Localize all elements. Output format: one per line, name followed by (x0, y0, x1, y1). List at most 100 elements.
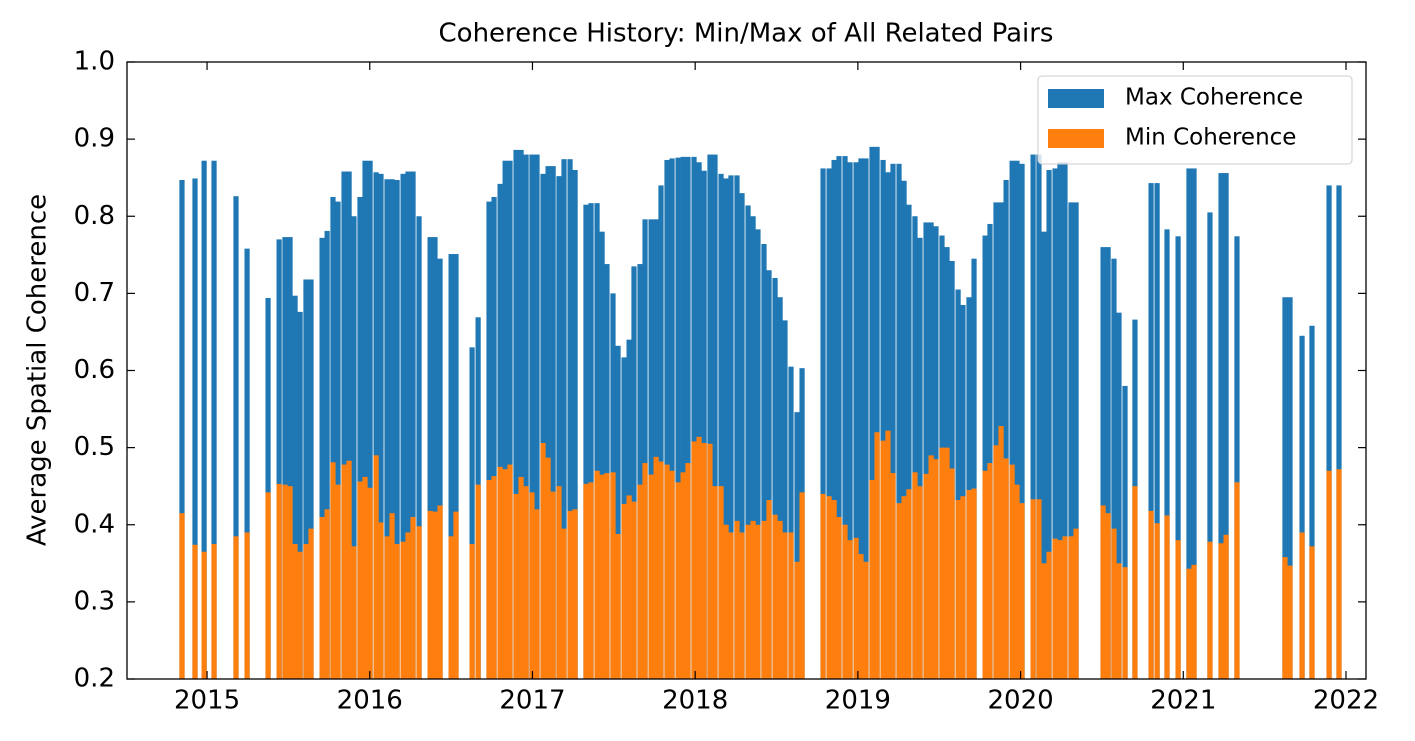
bar (982, 235, 988, 679)
bar (1234, 236, 1240, 680)
bar (782, 532, 788, 679)
bar (346, 171, 352, 679)
bar (653, 456, 659, 679)
bar (1164, 229, 1170, 679)
bar (1186, 568, 1192, 679)
bar (923, 473, 929, 679)
bar (1175, 540, 1181, 679)
bar (1299, 335, 1305, 679)
chart-title: Coherence History: Min/Max of All Relate… (439, 19, 1054, 49)
bar (658, 185, 664, 679)
bar (831, 159, 837, 680)
bar (507, 464, 513, 679)
y-axis-label: Average Spatial Coherence (23, 194, 53, 546)
bar (853, 537, 859, 679)
bar (653, 219, 659, 679)
bar (718, 173, 724, 680)
bar (378, 522, 384, 679)
bar (971, 258, 977, 679)
bar (794, 561, 800, 679)
bar (745, 524, 751, 679)
bar (701, 442, 707, 679)
bar (567, 510, 573, 679)
bar (1154, 183, 1160, 679)
bar (265, 492, 271, 679)
bar (292, 544, 298, 679)
bar (1148, 183, 1154, 679)
bar (912, 472, 918, 679)
bar (1052, 538, 1058, 679)
bar (367, 160, 373, 680)
bar (192, 178, 198, 680)
bar (1030, 499, 1036, 679)
bar (400, 173, 406, 680)
bar (788, 366, 794, 679)
bar (755, 524, 761, 679)
bar (799, 492, 805, 679)
bar (836, 517, 842, 679)
bar (712, 154, 718, 680)
bar (1207, 541, 1213, 679)
bar (1041, 563, 1047, 679)
bar (820, 493, 826, 679)
bar (1073, 528, 1079, 679)
bar (728, 175, 734, 679)
bar (664, 464, 670, 679)
x-tick-label: 2021 (1150, 686, 1216, 716)
bar (745, 205, 751, 679)
bar (282, 237, 288, 680)
bar (615, 345, 621, 679)
bar (491, 476, 497, 679)
bar (917, 237, 923, 679)
x-tick-label: 2020 (987, 686, 1053, 716)
bar (842, 156, 848, 679)
bar (966, 297, 972, 679)
bar (982, 470, 988, 679)
bar (1154, 523, 1160, 679)
bar (1041, 231, 1047, 680)
bar (594, 203, 600, 680)
bar (1052, 168, 1058, 679)
bar (1148, 510, 1154, 679)
bar (707, 154, 713, 680)
bar (885, 430, 891, 679)
bar (523, 486, 529, 679)
bar (993, 202, 999, 679)
bar (734, 520, 740, 679)
bar (847, 540, 853, 679)
bar (550, 491, 556, 679)
bar (427, 237, 433, 680)
bar (1057, 540, 1063, 679)
bar (820, 168, 826, 679)
bar (1122, 567, 1128, 679)
bar (685, 463, 691, 679)
bar (863, 561, 869, 679)
bar (550, 166, 556, 679)
bar (794, 412, 800, 679)
bar (1009, 160, 1015, 680)
bar (664, 159, 670, 680)
y-tick-label: 0.5 (74, 432, 115, 462)
bar (308, 279, 314, 679)
y-tick-label: 0.2 (74, 664, 115, 694)
x-tick-label: 2018 (662, 686, 728, 716)
bar (282, 484, 288, 679)
bar (723, 178, 729, 680)
bar (400, 541, 406, 679)
bar (529, 492, 535, 679)
bar (1223, 173, 1229, 679)
bar (880, 159, 886, 680)
bar (486, 201, 492, 679)
bar (604, 264, 610, 679)
bar (869, 480, 875, 679)
bar (1014, 484, 1020, 679)
bar (497, 183, 503, 680)
bar (788, 532, 794, 679)
bar (297, 311, 303, 679)
x-tick-label: 2015 (174, 686, 240, 716)
bar (469, 347, 475, 679)
bar (826, 496, 832, 679)
bar (896, 163, 902, 679)
bar (933, 226, 939, 679)
